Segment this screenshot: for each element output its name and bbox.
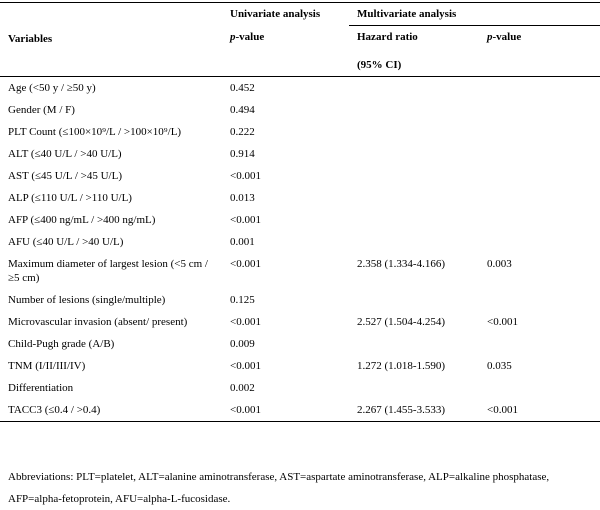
table-cell — [479, 121, 600, 143]
header-cell — [0, 49, 222, 77]
table-cell — [349, 377, 479, 399]
table-row: AST (≤45 U/L / >45 U/L) <0.001 — [0, 165, 600, 187]
table-row: Maximum diameter of largest lesion (<5 c… — [0, 253, 600, 289]
table-cell: <0.001 — [230, 315, 261, 328]
table-cell: 0.013 — [230, 191, 255, 204]
text: -value — [492, 31, 522, 43]
table-cell — [479, 76, 600, 99]
table-cell: 2.267 (1.455-3.533) — [349, 398, 479, 422]
table-cell: 0.914 — [230, 147, 255, 160]
table-row: Number of lesions (single/multiple) 0.125 — [0, 289, 600, 311]
table-cell: 0.494 — [230, 103, 255, 116]
table-cell: 2.527 (1.504-4.254) — [357, 315, 445, 328]
table-cell — [479, 209, 600, 231]
table-cell: <0.001 — [230, 213, 261, 226]
table-cell — [479, 143, 600, 165]
table-cell: AST (≤45 U/L / >45 U/L) — [8, 169, 122, 182]
table-row: ALT (≤40 U/L / >40 U/L) 0.914 — [0, 143, 600, 165]
table-cell: Child-Pugh grade (A/B) — [8, 337, 115, 350]
table-cell: AFP (≤400 ng/mL / >400 ng/mL) — [8, 213, 156, 226]
table-cell — [479, 99, 600, 121]
table-cell — [479, 165, 600, 187]
table-row: PLT Count (≤100×10⁹/L / >100×10⁹/L) 0.222 — [0, 121, 600, 143]
table-cell: <0.001 — [479, 398, 600, 422]
table-cell: 0.003 — [487, 257, 512, 270]
table-cell: Number of lesions (single/multiple) — [8, 293, 166, 306]
table-cell: <0.001 — [230, 359, 261, 372]
table-cell: 0.001 — [230, 235, 255, 248]
table-cell — [479, 333, 600, 355]
table-cell — [349, 333, 479, 355]
table-row: AFP (≤400 ng/mL / >400 ng/mL) <0.001 — [0, 209, 600, 231]
header-cell — [479, 49, 600, 77]
table-cell — [349, 289, 479, 311]
table-row: Age (<50 y / ≥50 y) 0.452 — [0, 76, 600, 99]
italic-text: p — [487, 31, 493, 43]
table-cell — [349, 187, 479, 209]
table-cell: 0.009 — [230, 337, 255, 350]
table-cell: 0.452 — [230, 81, 255, 94]
italic-text: p — [230, 30, 236, 43]
table-cell — [349, 121, 479, 143]
table-cell — [349, 76, 479, 99]
table-cell — [349, 165, 479, 187]
table-cell: <0.001 — [222, 398, 349, 422]
table-cell: 2.358 (1.334-4.166) — [357, 257, 445, 270]
header-cell: p-value — [479, 26, 600, 50]
table-cell: <0.001 — [230, 169, 261, 182]
table-cell: TACC3 (≤0.4 / >0.4) — [0, 398, 222, 422]
table-cell: Maximum diameter of largest lesion (<5 c… — [8, 257, 208, 284]
text: -value — [235, 30, 265, 43]
header-cell: (95% CI) — [349, 49, 479, 77]
header-cell: p-value — [222, 26, 349, 50]
header-cell — [0, 2, 222, 26]
table-cell: 1.272 (1.018-1.590) — [357, 359, 445, 372]
table-cell: 0.222 — [230, 125, 255, 138]
table-cell: AFU (≤40 U/L / >40 U/L) — [8, 235, 124, 248]
table-cell: Microvascular invasion (absent/ present) — [8, 315, 188, 328]
table-cell — [479, 231, 600, 253]
table-row: Differentiation 0.002 — [0, 377, 600, 399]
table-cell: Age (<50 y / ≥50 y) — [8, 81, 96, 94]
header-cell: Hazard ratio — [357, 31, 418, 43]
table-cell — [349, 209, 479, 231]
table-cell — [479, 377, 600, 399]
table-body: Age (<50 y / ≥50 y) 0.452 Gender (M / F) 0.… — [0, 76, 600, 422]
table-cell: 0.035 — [487, 359, 512, 372]
results-table: Univariate analysis Multivariate analysi… — [0, 2, 600, 422]
table-cell: <0.001 — [230, 257, 261, 270]
table-cell: Gender (M / F) — [8, 103, 75, 116]
table-row: TACC3 (≤0.4 / >0.4) <0.001 2.267 (1.455-3.… — [0, 398, 600, 422]
table-cell — [479, 187, 600, 209]
header-cell: Variables — [8, 32, 53, 45]
header-cell: Univariate analysis — [222, 2, 349, 26]
table-cell — [349, 143, 479, 165]
table-cell: TNM (I/II/III/IV) — [8, 359, 86, 372]
table-row: TNM (I/II/III/IV) <0.001 1.272 (1.018-1.59… — [0, 355, 600, 377]
table-row: Microvascular invasion (absent/ present)… — [0, 311, 600, 333]
table-cell: ALP (≤110 U/L / >110 U/L) — [8, 191, 132, 204]
table-cell: 0.002 — [230, 381, 255, 394]
footnote: Abbreviations: PLT=platelet, ALT=alanine… — [8, 471, 550, 505]
table-row: AFU (≤40 U/L / >40 U/L) 0.001 — [0, 231, 600, 253]
header-cell: Multivariate analysis — [349, 2, 600, 26]
table-row: Child-Pugh grade (A/B) 0.009 — [0, 333, 600, 355]
table-cell: <0.001 — [487, 315, 518, 328]
table-row: ALP (≤110 U/L / >110 U/L) 0.013 — [0, 187, 600, 209]
table-cell: Differentiation — [8, 381, 74, 394]
header-cell — [222, 49, 349, 77]
table-cell — [349, 99, 479, 121]
table-cell — [479, 289, 600, 311]
table-row: Gender (M / F) 0.494 — [0, 99, 600, 121]
table-cell: 0.125 — [230, 293, 255, 306]
table-cell: PLT Count (≤100×10⁹/L / >100×10⁹/L) — [8, 125, 182, 138]
table-cell: ALT (≤40 U/L / >40 U/L) — [8, 147, 122, 160]
table-cell — [349, 231, 479, 253]
